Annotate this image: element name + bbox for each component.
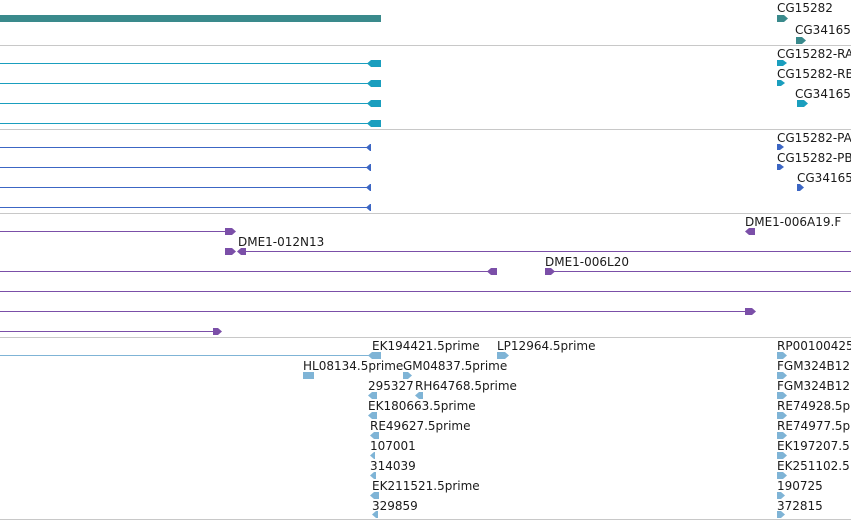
clone-label[interactable]: DME1-012N13 bbox=[238, 235, 325, 249]
gene-label[interactable]: CG15282 bbox=[777, 1, 833, 15]
clone-end[interactable] bbox=[213, 328, 222, 335]
transcript-label[interactable]: CG15282-RB bbox=[777, 67, 851, 81]
est-feature[interactable] bbox=[777, 352, 787, 359]
est-label[interactable]: 295327 bbox=[368, 379, 414, 393]
est-label[interactable]: HL08134.5prime bbox=[303, 359, 404, 373]
clone-end[interactable] bbox=[745, 228, 755, 235]
track-separator bbox=[0, 213, 851, 214]
est-feature[interactable] bbox=[370, 452, 375, 459]
transcript-exon[interactable] bbox=[777, 80, 785, 86]
cds-end[interactable] bbox=[366, 144, 371, 151]
gene-feature-bar[interactable] bbox=[0, 15, 381, 22]
est-feature[interactable] bbox=[497, 352, 509, 359]
transcript-exon[interactable] bbox=[367, 80, 381, 87]
est-label[interactable]: RE74928.5p bbox=[777, 399, 851, 413]
est-label[interactable]: LP12964.5prime bbox=[497, 339, 596, 353]
clone-end[interactable] bbox=[237, 248, 246, 255]
cds-label[interactable]: CG15282-PA bbox=[777, 131, 851, 145]
est-label[interactable]: 314039 bbox=[370, 459, 416, 473]
est-label[interactable]: 107001 bbox=[370, 439, 416, 453]
est-feature[interactable] bbox=[370, 492, 379, 499]
transcript-exon[interactable] bbox=[367, 100, 381, 107]
transcript-exon[interactable] bbox=[797, 100, 808, 107]
clone-label[interactable]: DME1-006L20 bbox=[545, 255, 629, 269]
est-label[interactable]: EK197207.5 bbox=[777, 439, 850, 453]
est-feature[interactable] bbox=[777, 511, 785, 518]
cds-end[interactable] bbox=[366, 164, 371, 171]
transcript-exon[interactable] bbox=[367, 60, 381, 67]
est-label[interactable]: FGM324B12. bbox=[777, 379, 851, 393]
cds-feature[interactable] bbox=[777, 164, 784, 170]
est-feature[interactable] bbox=[370, 432, 379, 439]
clone-label[interactable]: DME1-006A19.F bbox=[745, 215, 842, 229]
clone-end[interactable] bbox=[487, 268, 497, 275]
est-feature[interactable] bbox=[777, 432, 787, 439]
gene-feature-arrow[interactable] bbox=[796, 37, 806, 44]
clone-end[interactable] bbox=[225, 248, 236, 255]
est-feature[interactable] bbox=[777, 472, 787, 479]
transcript-exon[interactable] bbox=[777, 60, 787, 66]
est-feature[interactable] bbox=[403, 372, 412, 379]
transcript-exon[interactable] bbox=[367, 120, 381, 127]
clone-end[interactable] bbox=[225, 228, 236, 235]
est-feature[interactable] bbox=[777, 412, 787, 419]
transcript-label[interactable]: CG15282-RA bbox=[777, 47, 851, 61]
est-label[interactable]: EK251102.5 bbox=[777, 459, 850, 473]
clone-end[interactable] bbox=[545, 268, 555, 275]
cds-feature[interactable] bbox=[777, 144, 784, 150]
transcript-label[interactable]: CG34165 bbox=[795, 87, 851, 101]
est-label[interactable]: EK180663.5prime bbox=[368, 399, 476, 413]
gene-feature-arrow[interactable] bbox=[777, 15, 788, 22]
gene-label[interactable]: CG34165 bbox=[795, 23, 851, 37]
est-label[interactable]: RE74977.5p bbox=[777, 419, 851, 433]
est-label[interactable]: 190725 bbox=[777, 479, 823, 493]
est-label[interactable]: FGM324B12. bbox=[777, 359, 851, 373]
cds-end[interactable] bbox=[366, 184, 371, 191]
track-separator bbox=[0, 519, 851, 520]
est-label[interactable]: EK211521.5prime bbox=[372, 479, 480, 493]
est-label[interactable]: 329859 bbox=[372, 499, 418, 513]
est-label[interactable]: GM04837.5prime bbox=[403, 359, 508, 373]
cds-label[interactable]: CG34165 bbox=[797, 171, 851, 185]
est-feature[interactable] bbox=[368, 412, 377, 419]
cds-feature[interactable] bbox=[797, 184, 804, 191]
est-feature[interactable] bbox=[368, 392, 377, 399]
est-label[interactable]: RH64768.5prime bbox=[415, 379, 517, 393]
cds-label[interactable]: CG15282-PB bbox=[777, 151, 851, 165]
est-feature[interactable] bbox=[415, 392, 423, 399]
est-feature[interactable] bbox=[777, 392, 787, 399]
est-label[interactable]: EK194421.5prime bbox=[372, 339, 480, 353]
est-label[interactable]: 372815 bbox=[777, 499, 823, 513]
track-separator bbox=[0, 45, 851, 46]
clone-end[interactable] bbox=[745, 308, 756, 315]
est-label[interactable]: RE49627.5prime bbox=[370, 419, 471, 433]
est-feature[interactable] bbox=[368, 352, 381, 359]
est-feature[interactable] bbox=[370, 472, 376, 479]
est-feature[interactable] bbox=[372, 511, 378, 518]
track-separator bbox=[0, 337, 851, 338]
est-feature[interactable] bbox=[303, 372, 314, 379]
est-label[interactable]: RP00100425 bbox=[777, 339, 851, 353]
track-separator bbox=[0, 129, 851, 130]
est-feature[interactable] bbox=[777, 452, 787, 459]
est-feature[interactable] bbox=[777, 492, 785, 499]
est-feature[interactable] bbox=[777, 372, 787, 379]
cds-end[interactable] bbox=[366, 204, 371, 211]
